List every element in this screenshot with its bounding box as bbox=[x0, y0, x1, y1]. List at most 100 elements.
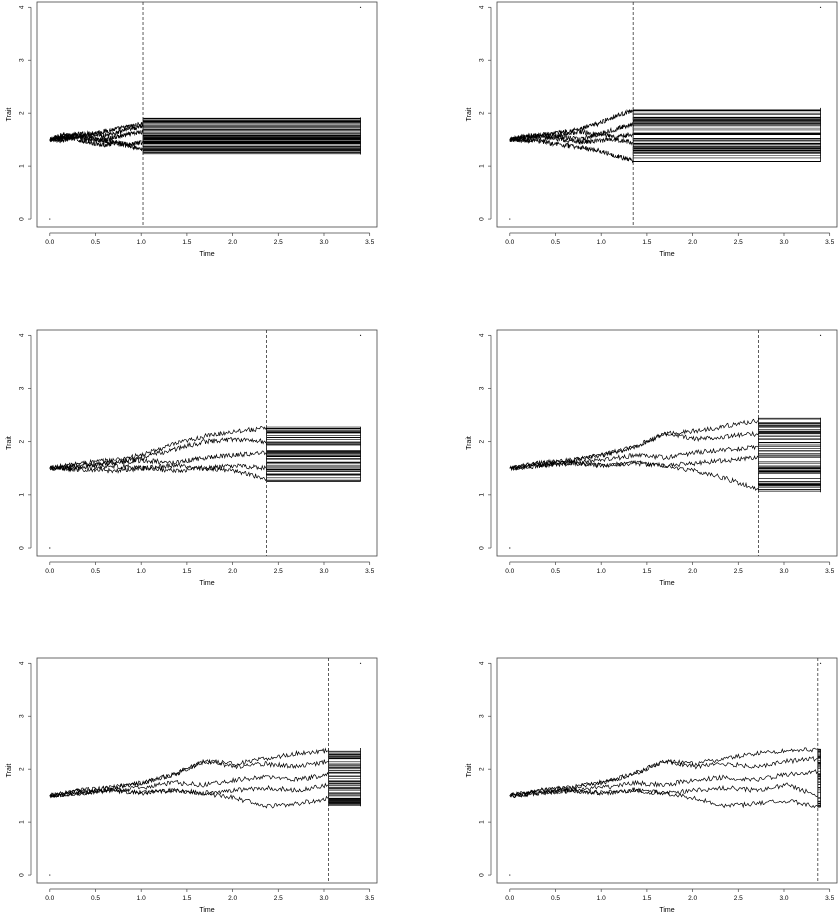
lineage-line bbox=[509, 455, 759, 472]
x-tick-label: 1.0 bbox=[137, 239, 146, 246]
lineage-line bbox=[49, 772, 329, 799]
lineage-line bbox=[509, 747, 818, 798]
x-tick-label: 3.5 bbox=[825, 239, 834, 246]
corner-point bbox=[49, 218, 51, 220]
x-tick-label: 0.0 bbox=[505, 239, 514, 246]
x-tick-label: 1.0 bbox=[137, 895, 146, 902]
x-tick-label: 1.5 bbox=[182, 239, 191, 246]
y-tick-label: 4 bbox=[479, 333, 486, 337]
x-tick-label: 1.0 bbox=[137, 568, 146, 575]
x-tick-label: 3.5 bbox=[365, 239, 374, 246]
x-tick-label: 1.5 bbox=[642, 239, 651, 246]
trait-band bbox=[632, 107, 821, 162]
plot-box bbox=[36, 657, 378, 884]
y-tick-label: 3 bbox=[479, 58, 486, 62]
lineage-line bbox=[49, 425, 267, 471]
panel-2: 0.0 0.5 1.0 1.5 2.0 2.5 3.0 3.5 Time 0 1 2 3 4 Trait bbox=[466, 1, 838, 258]
x-tick-label: 1.0 bbox=[597, 568, 606, 575]
y-tick-label: 2 bbox=[479, 439, 486, 443]
panel-4: 0.0 0.5 1.0 1.5 2.0 2.5 3.0 3.5 Time 0 1 2 3 4 Trait bbox=[466, 329, 838, 587]
x-tick-label: 2.0 bbox=[228, 568, 237, 575]
y-tick-label: 4 bbox=[479, 5, 486, 9]
corner-point bbox=[49, 874, 51, 876]
trait-band bbox=[142, 117, 361, 155]
x-tick-label: 3.5 bbox=[825, 895, 834, 902]
trait-band bbox=[328, 748, 361, 807]
lineage-line bbox=[509, 430, 759, 471]
x-tick-label: 0.5 bbox=[91, 239, 100, 246]
y-tick-label: 0 bbox=[479, 546, 486, 550]
x-axis-title: Time bbox=[659, 907, 674, 914]
plot-box bbox=[496, 329, 838, 557]
panel-6: 0.0 0.5 1.0 1.5 2.0 2.5 3.0 3.5 Time 0 1 2 3 4 Trait bbox=[466, 657, 838, 914]
lineage-line bbox=[509, 782, 819, 799]
x-axis-title: Time bbox=[659, 251, 674, 258]
y-tick-label: 1 bbox=[19, 164, 26, 168]
y-tick-label: 0 bbox=[479, 217, 486, 221]
lineage-line bbox=[49, 782, 329, 799]
x-tick-label: 1.5 bbox=[182, 568, 191, 575]
panel-1: 0.0 0.5 1.0 1.5 2.0 2.5 3.0 3.5 Time 0 1 2 3 4 Trait bbox=[6, 1, 378, 258]
corner-point bbox=[819, 662, 822, 664]
x-tick-label: 3.0 bbox=[319, 239, 328, 246]
x-tick-label: 2.0 bbox=[688, 895, 697, 902]
x-axis-title: Time bbox=[659, 580, 674, 587]
y-tick-label: 1 bbox=[19, 493, 26, 497]
y-axis-title: Trait bbox=[466, 108, 473, 122]
corner-point bbox=[819, 6, 822, 8]
corner-point bbox=[359, 662, 362, 664]
y-axis-title: Trait bbox=[466, 436, 473, 450]
x-tick-label: 0.5 bbox=[551, 568, 560, 575]
x-axis-title: Time bbox=[199, 580, 214, 587]
corner-point bbox=[49, 547, 51, 549]
y-tick-label: 2 bbox=[479, 111, 486, 115]
y-tick-label: 3 bbox=[19, 386, 26, 390]
y-tick-label: 0 bbox=[479, 873, 486, 877]
plot-box bbox=[496, 1, 838, 228]
x-tick-label: 1.0 bbox=[597, 239, 606, 246]
lineage-line bbox=[509, 459, 759, 491]
trait-band bbox=[757, 417, 821, 493]
x-tick-label: 0.0 bbox=[45, 239, 54, 246]
y-tick-label: 0 bbox=[19, 873, 26, 877]
y-axis-title: Trait bbox=[466, 764, 473, 778]
x-tick-label: 3.5 bbox=[365, 568, 374, 575]
x-tick-label: 1.5 bbox=[642, 895, 651, 902]
corner-point bbox=[509, 547, 511, 549]
y-tick-label: 1 bbox=[19, 820, 26, 824]
x-tick-label: 1.5 bbox=[182, 895, 191, 902]
y-tick-label: 4 bbox=[479, 661, 486, 665]
x-tick-label: 2.5 bbox=[734, 895, 743, 902]
y-tick-label: 2 bbox=[19, 111, 26, 115]
x-tick-label: 3.0 bbox=[779, 895, 788, 902]
lineage-line bbox=[509, 132, 634, 146]
x-tick-label: 2.5 bbox=[274, 239, 283, 246]
panel-5: 0.0 0.5 1.0 1.5 2.0 2.5 3.0 3.5 Time 0 1 2 3 4 Trait bbox=[6, 657, 378, 914]
corner-point bbox=[509, 218, 511, 220]
x-tick-label: 1.5 bbox=[642, 568, 651, 575]
x-tick-label: 2.5 bbox=[734, 568, 743, 575]
lineage-line bbox=[49, 124, 144, 144]
x-tick-label: 3.5 bbox=[825, 568, 834, 575]
y-tick-label: 2 bbox=[19, 767, 26, 771]
x-tick-label: 0.0 bbox=[505, 568, 514, 575]
trait-band bbox=[817, 748, 821, 808]
y-tick-label: 4 bbox=[19, 333, 26, 337]
y-tick-label: 2 bbox=[19, 439, 26, 443]
x-axis-title: Time bbox=[199, 907, 214, 914]
y-tick-label: 1 bbox=[479, 820, 486, 824]
x-tick-label: 2.5 bbox=[274, 895, 283, 902]
lineage-line bbox=[49, 462, 267, 482]
lineage-line bbox=[49, 787, 329, 809]
x-tick-label: 3.0 bbox=[319, 895, 328, 902]
x-tick-label: 0.5 bbox=[551, 239, 560, 246]
corner-point bbox=[359, 6, 362, 8]
x-tick-label: 2.0 bbox=[228, 895, 237, 902]
y-tick-label: 3 bbox=[479, 386, 486, 390]
y-tick-label: 0 bbox=[19, 546, 26, 550]
corner-point bbox=[509, 874, 511, 876]
lineage-line bbox=[49, 132, 144, 148]
plot-box bbox=[36, 1, 378, 228]
x-axis-title: Time bbox=[199, 251, 214, 258]
